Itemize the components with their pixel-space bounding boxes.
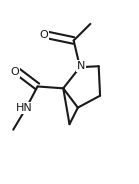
Text: O: O [11, 67, 19, 77]
Text: N: N [77, 61, 85, 71]
Text: O: O [39, 30, 48, 40]
Text: HN: HN [16, 103, 33, 113]
